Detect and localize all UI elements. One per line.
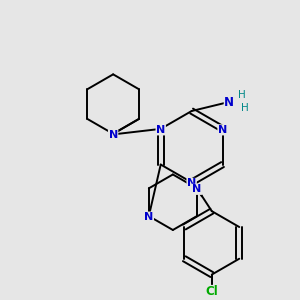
Text: N: N — [218, 125, 227, 135]
Text: N: N — [192, 184, 202, 194]
Text: N: N — [187, 178, 196, 188]
Text: H: H — [238, 90, 246, 100]
Text: Cl: Cl — [206, 286, 218, 298]
Text: H: H — [241, 103, 249, 113]
Text: N: N — [224, 96, 234, 109]
Text: N: N — [144, 212, 154, 222]
Text: N: N — [156, 125, 165, 135]
Text: N: N — [109, 130, 118, 140]
